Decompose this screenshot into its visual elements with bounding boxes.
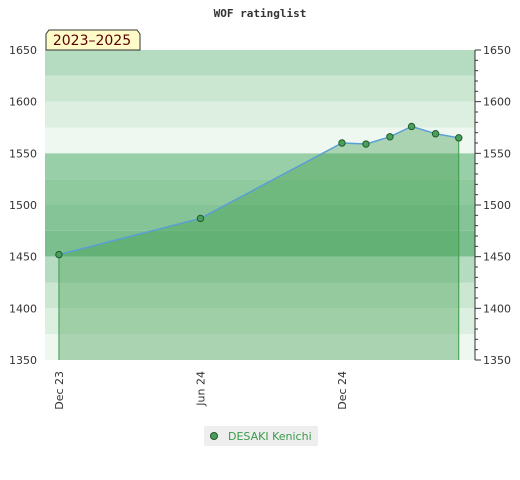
- y-tick-label-left: 1500: [9, 199, 37, 212]
- background-band: [45, 153, 475, 180]
- data-point: [55, 250, 63, 259]
- y-tick-label-left: 1400: [9, 302, 37, 315]
- y-tick-label-left: 1550: [9, 147, 37, 160]
- x-tick-label: Dec 23: [53, 371, 66, 410]
- data-points: [55, 122, 463, 259]
- background-band: [45, 308, 475, 335]
- x-axis: Dec 23 Jun 24 Dec 24: [53, 371, 349, 410]
- background-band: [45, 334, 475, 360]
- y-tick-label-left: 1450: [9, 251, 37, 264]
- data-point: [431, 130, 440, 138]
- rating-area: [58, 126, 459, 360]
- legend-marker: [210, 432, 218, 440]
- background-band: [45, 50, 475, 76]
- y-tick-label-right: 1500: [483, 199, 511, 212]
- rating-line: [58, 125, 460, 360]
- y-tick-label-right: 1550: [483, 147, 511, 160]
- y-tick-label-right: 1450: [483, 251, 511, 264]
- data-point: [362, 140, 370, 148]
- x-tick-label: Dec 24: [336, 371, 349, 410]
- data-point: [196, 214, 205, 223]
- background-band: [45, 179, 475, 205]
- background-bands: [45, 50, 475, 360]
- background-band: [45, 75, 475, 102]
- background-band: [45, 205, 475, 231]
- y-axis-right: 1350 1400 1450 1500 1550 1600 1650: [474, 44, 511, 367]
- background-band: [45, 230, 475, 257]
- data-point: [386, 133, 394, 141]
- period-label: 2023–2025: [53, 33, 131, 49]
- background-band: [45, 101, 475, 128]
- area-fill: [58, 126, 459, 360]
- y-tick-label-left: 1350: [9, 354, 37, 367]
- chart-title: WOF ratinglist: [214, 7, 307, 20]
- y-tick-label-left: 1600: [9, 96, 37, 109]
- y-tick-label-right: 1650: [483, 44, 511, 57]
- x-tick-label: Jun 24: [194, 371, 207, 407]
- y-axis-left: 1350 1400 1450 1500 1550 1600 1650: [9, 44, 37, 367]
- y-tick-label-right: 1400: [483, 302, 511, 315]
- y-tick-label-right: 1350: [483, 354, 511, 367]
- data-point: [338, 139, 346, 147]
- background-band: [45, 127, 475, 154]
- y-tick-label-left: 1650: [9, 44, 37, 57]
- legend-label: DESAKI Kenichi: [228, 430, 312, 443]
- period-badge: 2023–2025: [45, 29, 141, 51]
- y-tick-label-right: 1600: [483, 96, 511, 109]
- background-band: [45, 282, 475, 309]
- series-line: [58, 125, 459, 256]
- background-band: [45, 256, 475, 283]
- legend: DESAKI Kenichi: [204, 426, 318, 446]
- data-point: [407, 122, 416, 131]
- data-point: [455, 134, 463, 142]
